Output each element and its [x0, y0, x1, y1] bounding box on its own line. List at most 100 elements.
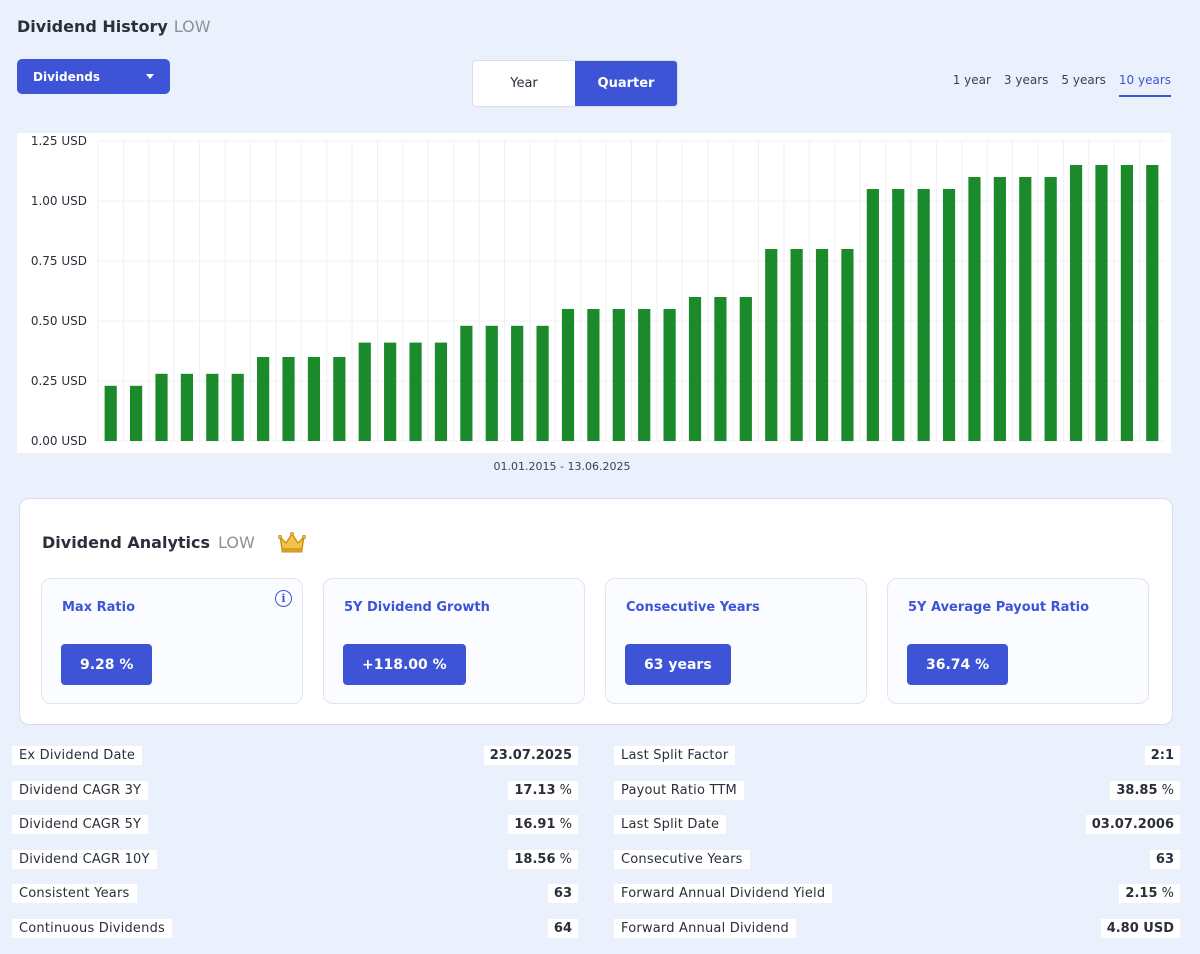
metric-select-value: Dividends [33, 69, 101, 84]
range-tab-10-years[interactable]: 10 years [1118, 73, 1171, 97]
dividend-bar[interactable] [104, 385, 117, 441]
stat-value: 17.13 % [508, 780, 578, 800]
dividend-bar[interactable] [942, 189, 956, 441]
card-label: Max Ratio [62, 600, 136, 615]
card-label: Consecutive Years [626, 600, 760, 615]
stat-row: Consecutive Years 63 [614, 849, 1180, 885]
stat-row: Dividend CAGR 3Y 17.13 % [12, 780, 578, 816]
dividend-bar[interactable] [155, 373, 168, 441]
dividend-bar[interactable] [536, 325, 549, 441]
dividend-bar[interactable] [1146, 165, 1159, 441]
range-tabs: 1 year 3 years 5 years 10 years [953, 73, 1171, 97]
stat-value: 03.07.2006 [1085, 815, 1180, 835]
dividend-bar[interactable] [384, 342, 397, 441]
metric-select[interactable]: Dividends [17, 59, 170, 94]
dividend-bar[interactable] [460, 325, 473, 441]
dividend-bar[interactable] [257, 357, 270, 441]
page-title-text: Dividend History [17, 17, 168, 36]
stat-value: 64 [547, 918, 578, 938]
stat-label: Payout Ratio TTM [614, 780, 744, 800]
card-value: 9.28 % [61, 644, 153, 685]
range-tab-1-year[interactable]: 1 year [952, 73, 991, 87]
dividend-bar[interactable] [1044, 177, 1057, 441]
stats-table-left: Ex Dividend Date 23.07.2025 Dividend CAGR… [12, 746, 578, 954]
card-value: 63 years [625, 644, 731, 685]
stat-label: Last Split Factor [614, 746, 736, 765]
stat-row: Forward Annual Dividend 4.80 USD [614, 918, 1180, 954]
dividend-bar[interactable] [1019, 177, 1032, 441]
dividend-bar[interactable] [968, 177, 981, 441]
dividend-bar[interactable] [892, 189, 905, 441]
stat-value: 16.91 % [508, 815, 578, 835]
dividend-chart-svg: 0.00 USD 0.25 USD 0.50 USD 0.75 USD 1.00 USD… [31, 134, 1165, 448]
stat-row: Payout Ratio TTM 38.85 % [614, 780, 1180, 816]
stat-row: Consistent Years 63 [12, 884, 578, 919]
period-option-year[interactable]: Year [510, 76, 538, 91]
dividend-bar[interactable] [434, 342, 448, 441]
dividend-bar[interactable] [815, 249, 829, 441]
stat-row: Forward Annual Dividend Yield 2.15 % [614, 884, 1180, 919]
dividend-bar[interactable] [206, 373, 219, 441]
stat-label: Forward Annual Dividend Yield [614, 884, 833, 904]
card-max-ratio: Max Ratio i 9.28 % [41, 578, 303, 704]
dividend-bar[interactable] [612, 309, 625, 441]
dividend-bar[interactable] [1069, 165, 1083, 441]
dividend-bar[interactable] [561, 309, 575, 441]
stat-label: Dividend CAGR 10Y [12, 849, 157, 869]
stat-value: 38.85 % [1110, 780, 1180, 800]
dividend-bar[interactable] [333, 357, 346, 441]
stat-row: Ex Dividend Date 23.07.2025 [12, 746, 578, 781]
ticker-label: LOW [173, 17, 211, 36]
dividend-bar[interactable] [866, 189, 879, 441]
dividend-bar[interactable] [409, 342, 422, 441]
dividend-bar[interactable] [231, 373, 244, 441]
period-option-quarter[interactable]: Quarter [575, 61, 677, 106]
card-consecutive-years: Consecutive Years 63 years [605, 578, 867, 704]
info-icon[interactable]: i [275, 590, 292, 607]
dividend-bar[interactable] [917, 189, 930, 441]
stat-value: 63 [1149, 849, 1180, 869]
stat-label: Dividend CAGR 5Y [12, 815, 149, 835]
y-tick-label: 1.00 USD [31, 194, 87, 208]
card-value: 36.74 % [907, 644, 1009, 685]
analytics-cards: Max Ratio i 9.28 % 5Y Dividend Growth +1… [41, 578, 1149, 704]
dividend-bar[interactable] [663, 309, 676, 441]
dividend-bar[interactable] [307, 357, 321, 441]
dividend-bar[interactable] [180, 373, 194, 441]
dividend-bar[interactable] [130, 385, 143, 441]
stat-label: Consistent Years [12, 884, 137, 904]
stat-row: Dividend CAGR 5Y 16.91 % [12, 815, 578, 850]
stat-label: Last Split Date [614, 815, 727, 835]
stat-value: 23.07.2025 [483, 746, 578, 765]
dividend-bar[interactable] [638, 309, 651, 441]
dividend-bar[interactable] [511, 325, 524, 441]
crown-icon [277, 532, 306, 553]
dividend-bar[interactable] [688, 297, 702, 441]
dividend-bar[interactable] [1120, 165, 1133, 441]
stat-label: Forward Annual Dividend [614, 918, 797, 938]
dividend-bar[interactable] [841, 249, 854, 441]
dividend-bar[interactable] [714, 297, 727, 441]
dividend-bar[interactable] [587, 309, 600, 441]
dividend-bar[interactable] [993, 177, 1006, 441]
period-toggle: Year Quarter [472, 60, 678, 107]
page-title: Dividend History LOW [17, 17, 211, 36]
range-tab-5-years[interactable]: 5 years [1061, 73, 1106, 87]
dividend-bar[interactable] [1095, 165, 1108, 441]
stat-row: Last Split Factor 2:1 [614, 746, 1180, 781]
dividend-bar[interactable] [282, 357, 295, 441]
dividend-bar[interactable] [790, 249, 803, 441]
card-label: 5Y Average Payout Ratio [908, 600, 1090, 615]
y-tick-label: 1.25 USD [31, 134, 87, 148]
range-tab-3-years[interactable]: 3 years [1003, 73, 1049, 87]
stat-row: Dividend CAGR 10Y 18.56 % [12, 849, 578, 885]
stat-value: 18.56 % [508, 849, 578, 869]
stat-label: Dividend CAGR 3Y [12, 780, 149, 800]
card-5y-dividend-growth: 5Y Dividend Growth +118.00 % [323, 578, 585, 704]
dividend-chart: 0.00 USD 0.25 USD 0.50 USD 0.75 USD 1.00 USD… [17, 133, 1171, 453]
dividend-bar[interactable] [765, 249, 778, 441]
dividend-bar[interactable] [485, 325, 498, 441]
dividend-bar[interactable] [739, 297, 752, 441]
analytics-title-text: Dividend Analytics [42, 532, 211, 552]
dividend-bar[interactable] [358, 342, 371, 441]
